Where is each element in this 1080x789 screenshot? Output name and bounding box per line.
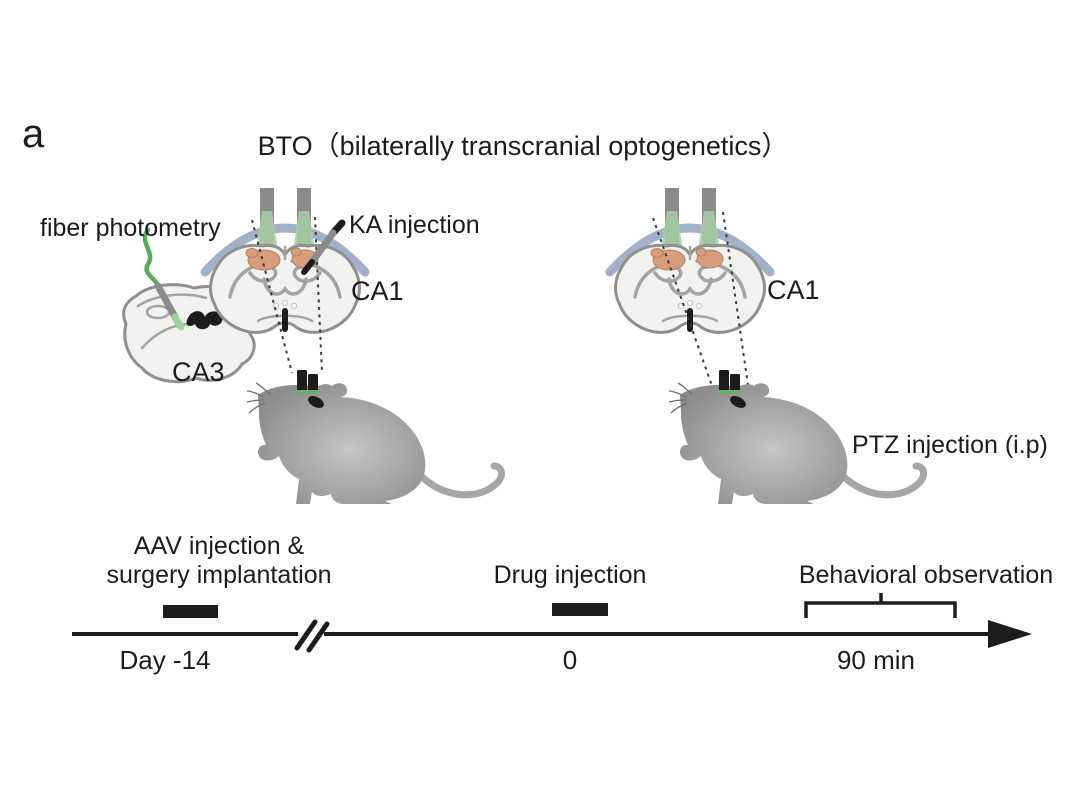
timeline-tick-0: 0 <box>562 645 578 675</box>
figure-title: BTO（bilaterally transcranial optogenetic… <box>257 131 789 161</box>
fiber-photometry-label: fiber photometry <box>40 214 221 242</box>
ka-needle-icon <box>301 219 346 275</box>
axis-break-gap <box>298 629 324 639</box>
timeline-event-behavior: Behavioral observation <box>798 561 1054 589</box>
timeline-event-drug: Drug injection <box>493 561 647 589</box>
ca3-region-icon <box>186 311 223 330</box>
ptz-injection-label: PTZ injection (i.p) <box>852 431 1048 459</box>
panel-label: a <box>22 112 45 156</box>
ca3-label: CA3 <box>172 357 225 387</box>
event-bar-aav <box>163 605 218 618</box>
aav-label-line1: AAV injection & <box>133 532 305 560</box>
mouse-silhouette-left <box>246 365 512 510</box>
ca1-label-right: CA1 <box>767 275 820 305</box>
timeline-axis <box>72 593 1032 653</box>
ca1-label-left: CA1 <box>351 276 404 306</box>
timeline-arrowhead-icon <box>988 620 1032 648</box>
projection-dash-right <box>314 216 323 374</box>
photometry-fiber-icon <box>142 227 161 289</box>
aav-label-line2: surgery implantation <box>106 561 332 589</box>
timeline-tick-day-14: Day -14 <box>119 645 211 675</box>
coronal-brain-left-illustration <box>192 183 422 374</box>
observation-bracket-icon <box>804 593 957 618</box>
axis-break-icon <box>294 619 330 653</box>
timeline-event-aav: AAV injection & surgery implantation <box>106 532 331 590</box>
event-bar-drug <box>552 603 608 616</box>
photometry-probe-tip-icon <box>171 313 185 331</box>
ka-injection-label: KA injection <box>349 211 480 239</box>
timeline-tick-90min: 90 min <box>836 645 916 675</box>
